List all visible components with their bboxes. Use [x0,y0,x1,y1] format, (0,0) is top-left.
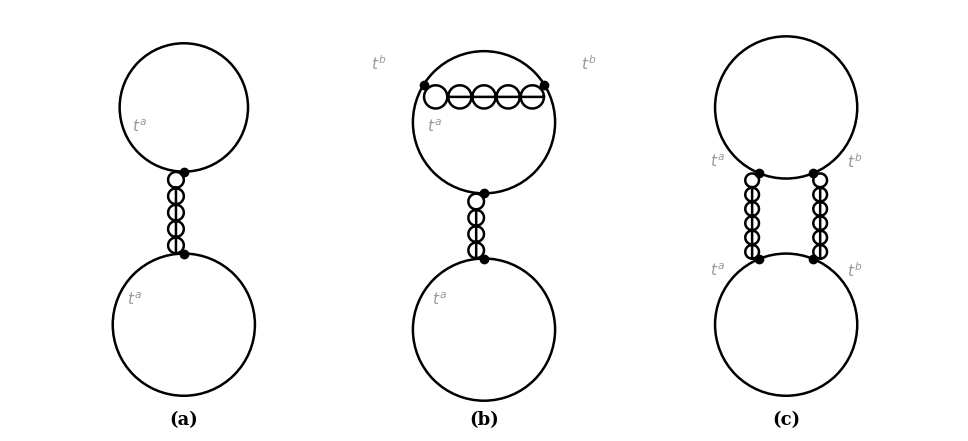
Text: $t^a$: $t^a$ [427,119,442,135]
Text: $t^b$: $t^b$ [847,262,862,280]
Text: (c): (c) [772,411,801,430]
Text: $t^b$: $t^b$ [581,54,596,73]
Text: $t^a$: $t^a$ [711,262,725,279]
Text: $t^a$: $t^a$ [132,119,147,135]
Text: (a): (a) [169,411,198,430]
Text: $t^b$: $t^b$ [847,152,862,171]
Text: $t^a$: $t^a$ [432,292,447,308]
Text: $t^b$: $t^b$ [372,54,387,73]
Text: $t^a$: $t^a$ [127,292,142,308]
Text: $t^a$: $t^a$ [711,153,725,170]
Text: (b): (b) [469,411,499,430]
